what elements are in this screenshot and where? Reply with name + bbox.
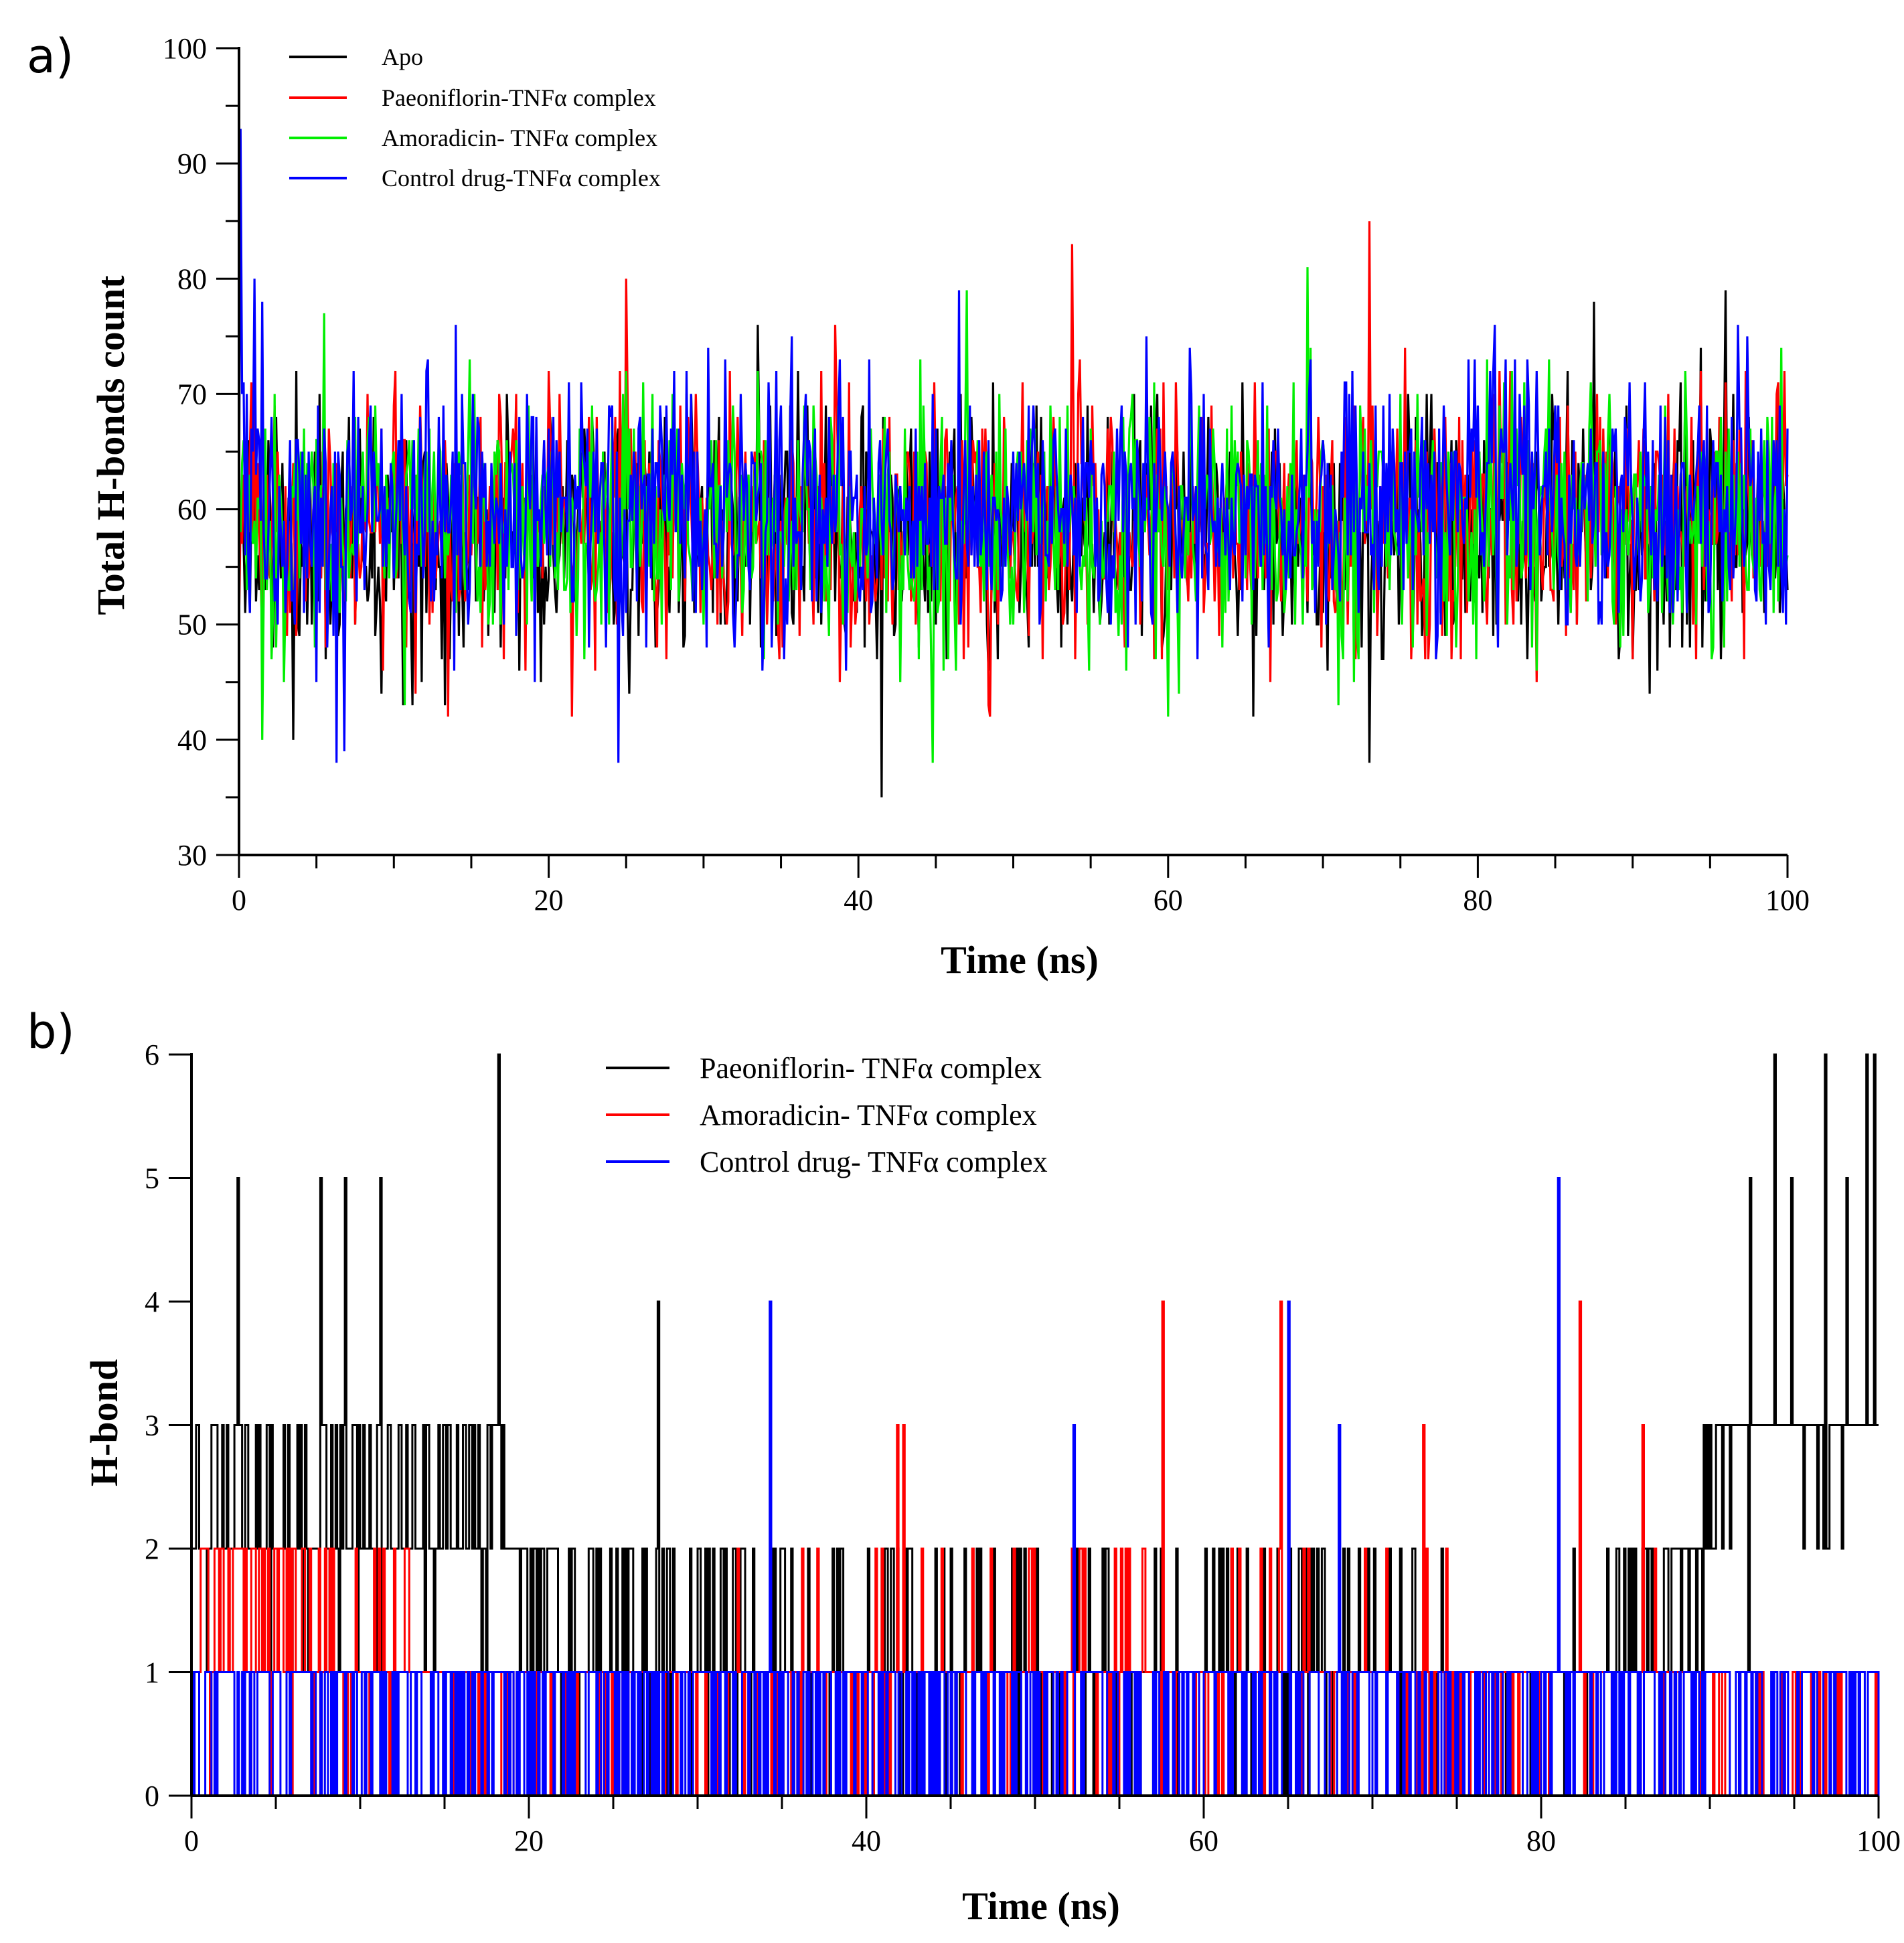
x-tick-label-a: 20: [534, 884, 564, 917]
y-axis-title-b: H-bond: [82, 1359, 126, 1486]
series-line-a-3: [238, 129, 1789, 763]
x-axis-title-b: Time (ns): [962, 1884, 1120, 1928]
legend-a: Apo Paeoniflorin-TNFα complex Amoradicin…: [289, 44, 661, 191]
x-tick-label-b: 60: [1189, 1824, 1218, 1857]
x-axis-title-a: Time (ns): [941, 938, 1099, 982]
y-tick-label-a: 80: [177, 262, 207, 295]
x-tick-label-a: 100: [1765, 884, 1810, 917]
series-group-a: [238, 129, 1789, 797]
y-tick-label-b: 6: [145, 1038, 159, 1071]
y-tick-label-b: 1: [145, 1656, 159, 1689]
y-tick-label-a: 40: [177, 724, 207, 757]
legend-label-b-0: Paeoniflorin- TNFα complex: [700, 1052, 1042, 1085]
x-tick-label-a: 40: [844, 884, 873, 917]
y-tick-label-a: 70: [177, 378, 207, 410]
series-line-b-2: [191, 1177, 1880, 1797]
x-tick-label-b: 80: [1526, 1824, 1556, 1857]
panel-label-b: b): [27, 1004, 75, 1059]
x-tick-label-b: 0: [184, 1824, 199, 1857]
x-tick-label-b: 20: [514, 1824, 544, 1857]
legend-label-b-1: Amoradicin- TNFα complex: [700, 1099, 1037, 1132]
y-tick-label-a: 30: [177, 839, 207, 872]
y-tick-label-b: 0: [145, 1780, 159, 1812]
y-tick-label-b: 3: [145, 1409, 159, 1442]
y-tick-label-b: 4: [145, 1286, 159, 1318]
y-axis-title-a: Total H-bonds count: [89, 275, 133, 615]
legend-b: Paeoniflorin- TNFα complex Amoradicin- T…: [606, 1052, 1048, 1178]
y-tick-label-a: 100: [163, 32, 207, 65]
legend-label-b-2: Control drug- TNFα complex: [700, 1146, 1048, 1178]
axes-a: 0 20 40 60 80 100 30 40 50 60 70 80 90 100: [163, 32, 1810, 917]
panel-label-a: a): [27, 29, 74, 84]
x-tick-label-b: 100: [1856, 1824, 1901, 1857]
y-tick-label-b: 5: [145, 1162, 159, 1195]
chart-panel-a: a) 0 20 40 60 80 100 30 40 50 60 70 80 90 100 Time (n…: [27, 29, 1810, 982]
y-tick-label-b: 2: [145, 1533, 159, 1565]
x-tick-label-a: 80: [1463, 884, 1492, 917]
y-tick-label-a: 90: [177, 147, 207, 180]
legend-label-a-1: Paeoniflorin-TNFα complex: [382, 84, 656, 111]
series-group-b: [191, 1053, 1880, 1797]
x-tick-label-b: 40: [852, 1824, 881, 1857]
y-tick-label-a: 50: [177, 609, 207, 641]
y-tick-label-a: 60: [177, 493, 207, 526]
axes-b: 0 20 40 60 80 100 0 1 2 3 4 5 6: [145, 1038, 1901, 1857]
x-tick-label-a: 0: [232, 884, 246, 917]
legend-label-a-3: Control drug-TNFα complex: [382, 165, 661, 191]
legend-label-a-0: Apo: [382, 44, 423, 70]
legend-label-a-2: Amoradicin- TNFα complex: [382, 125, 657, 151]
x-tick-label-a: 60: [1154, 884, 1183, 917]
